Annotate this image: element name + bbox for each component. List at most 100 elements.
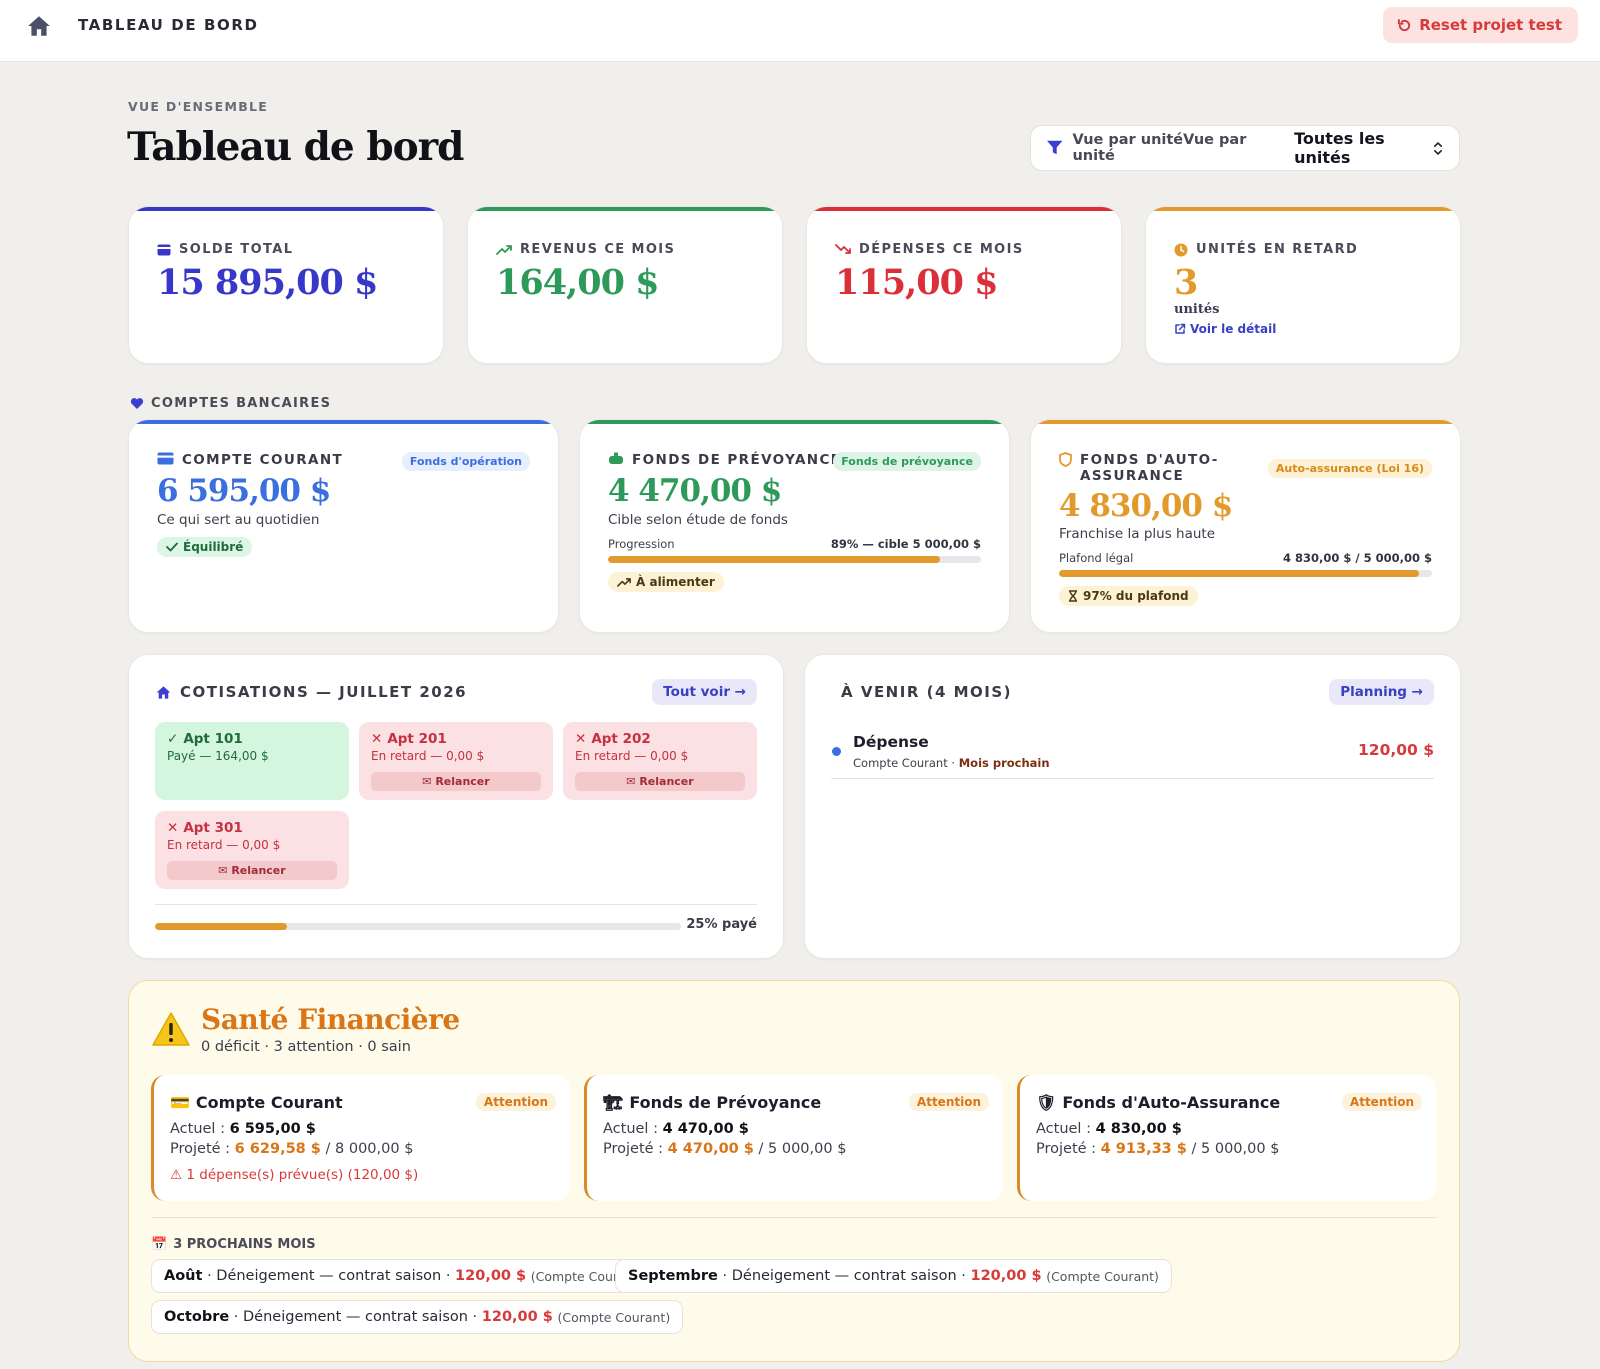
clock-icon bbox=[1174, 243, 1188, 256]
stat-label-solde: SOLDE TOTAL bbox=[179, 242, 294, 257]
account-card-courant: COMPTE COURANT Fonds d'opération 6 595,0… bbox=[128, 419, 559, 633]
close-icon: ✕ bbox=[371, 731, 383, 747]
account-desc-courant: Ce qui sert au quotidien bbox=[157, 512, 320, 528]
progress-bar-prevoyance bbox=[608, 556, 981, 563]
trending-up-icon bbox=[617, 578, 631, 587]
account-status-auto-assurance: 97% du plafond bbox=[1059, 586, 1198, 606]
page-title: Tableau de bord bbox=[127, 124, 464, 170]
tout-voir-button[interactable]: Tout voir → bbox=[652, 679, 757, 705]
home-icon bbox=[156, 685, 171, 699]
progress-row-prevoyance: Progression 89% — cible 5 000,00 $ bbox=[608, 537, 981, 551]
account-label-auto-assurance: FONDS D'AUTO-ASSURANCE bbox=[1080, 452, 1219, 484]
external-link-icon bbox=[1175, 323, 1186, 334]
top-bar: TABLEAU DE BORD Reset projet test bbox=[0, 0, 1600, 62]
stat-label-depenses: DÉPENSES CE MOIS bbox=[859, 242, 1024, 257]
account-desc-prevoyance: Cible selon étude de fonds bbox=[608, 512, 788, 528]
reset-label: Reset projet test bbox=[1419, 16, 1562, 34]
relancer-button[interactable]: ✉ Relancer bbox=[167, 861, 337, 880]
account-tag-courant: Fonds d'opération bbox=[401, 452, 530, 471]
divider bbox=[151, 1217, 1437, 1218]
upcoming-item[interactable]: Dépense Compte Courant · Mois prochain 1… bbox=[831, 731, 1434, 779]
warning-icon bbox=[152, 1012, 190, 1046]
heart-icon bbox=[130, 398, 144, 409]
trending-down-icon bbox=[835, 244, 851, 254]
page-eyebrow: VUE D'ENSEMBLE bbox=[128, 99, 269, 114]
check-icon: ✓ bbox=[167, 731, 179, 747]
stat-card-revenus: REVENUS CE MOIS 164,00 $ bbox=[467, 206, 783, 364]
piggy-bank-icon bbox=[609, 452, 623, 464]
home-icon[interactable] bbox=[26, 14, 52, 38]
health-summary: 0 déficit · 3 attention · 0 sain bbox=[201, 1039, 411, 1055]
cotisations-title: COTISATIONS — JUILLET 2026 bbox=[180, 683, 468, 701]
account-desc-auto-assurance: Franchise la plus haute bbox=[1059, 526, 1216, 542]
unit-filter-select[interactable]: Vue par unitéVue par unité Toutes les un… bbox=[1030, 125, 1460, 171]
reset-icon bbox=[1398, 18, 1411, 31]
wallet-icon bbox=[157, 244, 171, 255]
hourglass-icon bbox=[1069, 590, 1077, 602]
account-tag-prevoyance: Fonds de prévoyance bbox=[833, 452, 981, 471]
account-status-courant: Équilibré bbox=[157, 537, 253, 557]
health-card-compte-courant: 💳 Compte Courant Attention Actuel : 6 595… bbox=[151, 1075, 570, 1201]
status-dot bbox=[832, 747, 841, 756]
health-card-fonds-auto-assurance: 🛡 Fonds d'Auto-Assurance Attention Actuel… bbox=[1017, 1075, 1436, 1201]
relancer-button[interactable]: ✉ Relancer bbox=[575, 772, 745, 791]
construction-icon: 🏗 bbox=[603, 1093, 624, 1112]
upcoming-panel: À VENIR (4 MOIS) Planning → Dépense Comp… bbox=[804, 654, 1461, 959]
account-value-prevoyance: 4 470,00 $ bbox=[608, 473, 782, 509]
stat-card-solde: SOLDE TOTAL 15 895,00 $ bbox=[128, 206, 444, 364]
month-chip-septembre: Septembre · Déneigement — contrat saison… bbox=[615, 1259, 1172, 1293]
stat-card-depenses: DÉPENSES CE MOIS 115,00 $ bbox=[806, 206, 1122, 364]
shield-icon: 🛡 bbox=[1036, 1093, 1057, 1112]
calendar-icon: 📅 bbox=[151, 1237, 168, 1252]
accounts-section-label: COMPTES BANCAIRES bbox=[130, 396, 331, 411]
account-value-auto-assurance: 4 830,00 $ bbox=[1059, 488, 1233, 524]
account-card-prevoyance: FONDS DE PRÉVOYANCE Fonds de prévoyance … bbox=[579, 419, 1010, 633]
filter-icon bbox=[1047, 140, 1063, 155]
stat-card-retard: UNITÉS EN RETARD 3 unités Voir le détail bbox=[1145, 206, 1461, 364]
unit-filter-value: Toutes les unités bbox=[1294, 129, 1385, 167]
stat-label-retard: UNITÉS EN RETARD bbox=[1196, 242, 1359, 257]
stat-label-revenus: REVENUS CE MOIS bbox=[520, 242, 676, 257]
voir-detail-label: Voir le détail bbox=[1190, 322, 1277, 336]
reset-project-button[interactable]: Reset projet test bbox=[1383, 7, 1578, 43]
shield-icon bbox=[1059, 452, 1072, 467]
cotisations-panel: COTISATIONS — JUILLET 2026 Tout voir → ✓… bbox=[128, 654, 784, 959]
relancer-button[interactable]: ✉ Relancer bbox=[371, 772, 541, 791]
accounts-section-text: COMPTES BANCAIRES bbox=[151, 396, 332, 411]
close-icon: ✕ bbox=[575, 731, 587, 747]
stat-value-depenses: 115,00 $ bbox=[835, 262, 998, 303]
financial-health-panel: Santé Financière 0 déficit · 3 attention… bbox=[128, 980, 1460, 1362]
month-chip-aout: Août · Déneigement — contrat saison · 12… bbox=[151, 1259, 657, 1293]
planning-button[interactable]: Planning → bbox=[1329, 679, 1434, 705]
unit-tile-apt-301[interactable]: ✕ Apt 301 En retard — 0,00 $ ✉ Relancer bbox=[155, 811, 349, 889]
stat-value-solde: 15 895,00 $ bbox=[157, 262, 378, 303]
stat-value-revenus: 164,00 $ bbox=[496, 262, 659, 303]
check-icon bbox=[166, 542, 178, 552]
credit-card-icon bbox=[157, 452, 174, 465]
progress-bar-auto-assurance bbox=[1059, 570, 1432, 577]
account-card-auto-assurance: FONDS D'AUTO-ASSURANCE Auto-assurance (L… bbox=[1030, 419, 1461, 633]
chevron-updown-icon bbox=[1433, 141, 1442, 155]
topbar-title: TABLEAU DE BORD bbox=[78, 16, 259, 34]
month-chip-octobre: Octobre · Déneigement — contrat saison ·… bbox=[151, 1300, 684, 1334]
voir-detail-link[interactable]: Voir le détail bbox=[1174, 322, 1276, 336]
upcoming-title: À VENIR (4 MOIS) bbox=[841, 683, 1013, 701]
cotisations-progress-text: 25% payé bbox=[686, 917, 757, 932]
account-label-prevoyance: FONDS DE PRÉVOYANCE bbox=[632, 452, 842, 468]
account-tag-auto-assurance: Auto-assurance (Loi 16) bbox=[1267, 459, 1432, 478]
account-label-courant: COMPTE COURANT bbox=[182, 452, 344, 468]
account-value-courant: 6 595,00 $ bbox=[157, 473, 331, 509]
credit-card-icon: 💳 bbox=[170, 1093, 190, 1112]
account-status-prevoyance: À alimenter bbox=[608, 572, 724, 592]
trending-up-icon bbox=[496, 245, 512, 255]
unit-tile-apt-201[interactable]: ✕ Apt 201 En retard — 0,00 $ ✉ Relancer bbox=[359, 722, 553, 800]
unit-tile-apt-101[interactable]: ✓ Apt 101 Payé — 164,00 $ bbox=[155, 722, 349, 800]
health-card-fonds-prevoyance: 🏗 Fonds de Prévoyance Attention Actuel : … bbox=[584, 1075, 1003, 1201]
progress-row-auto-assurance: Plafond légal 4 830,00 $ / 5 000,00 $ bbox=[1059, 551, 1432, 565]
health-title: Santé Financière bbox=[201, 1003, 460, 1036]
stat-unit-retard: unités bbox=[1174, 302, 1220, 317]
cotisations-progress-bar bbox=[155, 923, 681, 930]
unit-tile-apt-202[interactable]: ✕ Apt 202 En retard — 0,00 $ ✉ Relancer bbox=[563, 722, 757, 800]
unit-filter-label: Vue par unitéVue par unité bbox=[1072, 132, 1247, 164]
divider bbox=[155, 904, 757, 905]
